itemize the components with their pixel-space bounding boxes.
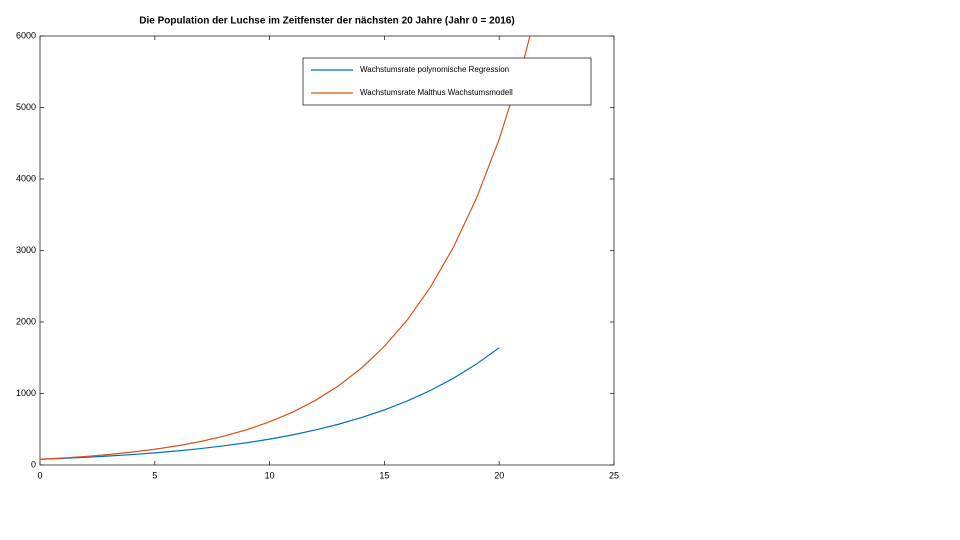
x-tick-label: 5 <box>152 470 157 480</box>
y-tick-label: 0 <box>31 459 36 469</box>
legend-label: Wachstumsrate Malthus Wachstumsmodell <box>360 88 513 97</box>
y-tick-label: 2000 <box>16 316 36 326</box>
x-tick-label: 20 <box>494 470 504 480</box>
plot-area <box>40 36 531 460</box>
series-line <box>40 36 531 460</box>
x-tick-label: 10 <box>265 470 275 480</box>
x-tick-label: 15 <box>379 470 389 480</box>
y-tick-label: 1000 <box>16 388 36 398</box>
legend-box <box>302 57 592 106</box>
x-tick-label: 25 <box>609 470 619 480</box>
y-tick-label: 5000 <box>16 102 36 112</box>
series-line <box>40 347 500 460</box>
chart-title: Die Population der Luchse im Zeitfenster… <box>139 16 514 27</box>
y-tick-label: 6000 <box>16 30 36 40</box>
legend-label: Wachstumsrate polynomische Regression <box>360 65 509 74</box>
y-tick-label: 3000 <box>16 245 36 255</box>
y-tick-label: 4000 <box>16 173 36 183</box>
x-tick-label: 0 <box>37 470 42 480</box>
